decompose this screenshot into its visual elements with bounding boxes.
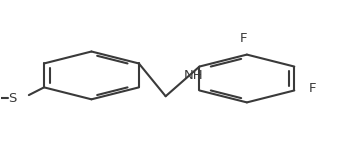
Text: F: F	[308, 82, 316, 95]
Text: NH: NH	[183, 68, 203, 81]
Text: F: F	[240, 32, 247, 45]
Text: S: S	[8, 92, 16, 105]
